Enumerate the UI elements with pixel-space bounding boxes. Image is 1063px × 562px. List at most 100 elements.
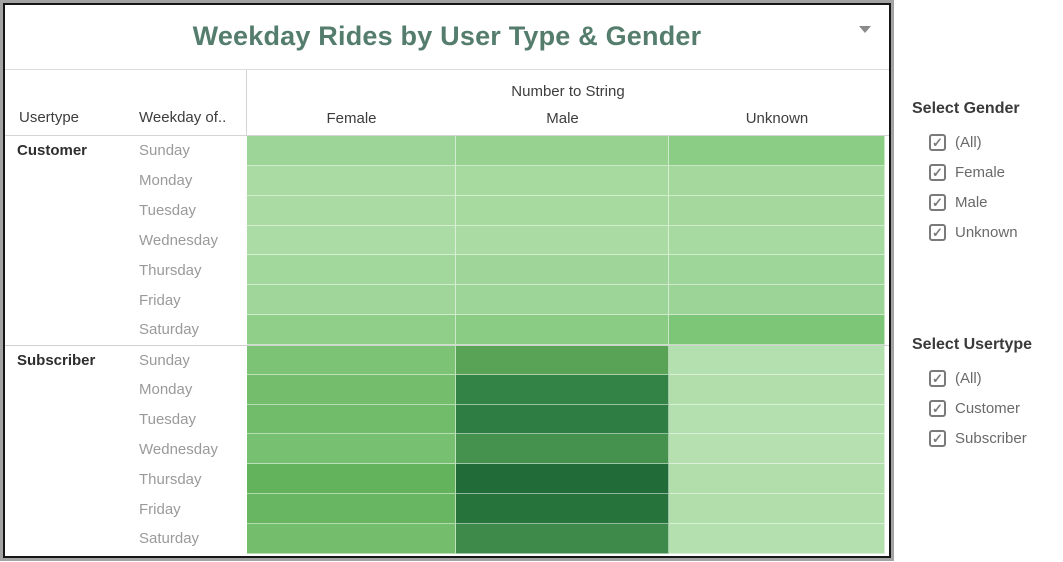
table-row-subscriber-wednesday: Wednesday: [5, 434, 889, 465]
heatmap-cell-customer-thursday-unknown[interactable]: [669, 255, 885, 286]
column-header-male: Male: [546, 110, 579, 127]
checkbox-option-usertype-customer[interactable]: ✓ Customer: [912, 393, 1062, 423]
heatmap-cell-subscriber-wednesday-male[interactable]: [456, 434, 669, 465]
weekday-label: Tuesday: [129, 195, 247, 226]
checkbox-icon[interactable]: ✓: [929, 163, 946, 181]
heatmap-cell-customer-sunday-unknown[interactable]: [669, 136, 885, 166]
heatmap-cell-subscriber-friday-unknown[interactable]: [669, 494, 885, 524]
heatmap-cell-customer-tuesday-male[interactable]: [456, 195, 669, 226]
checkbox-icon[interactable]: ✓: [929, 399, 946, 417]
weekday-label: Tuesday: [129, 404, 247, 435]
weekday-label: Saturday: [129, 315, 247, 345]
heatmap-cell-subscriber-tuesday-male[interactable]: [456, 404, 669, 435]
heatmap-cell-subscriber-saturday-unknown[interactable]: [669, 523, 885, 554]
heatmap-cell-subscriber-monday-male[interactable]: [456, 374, 669, 405]
usertype-group-label: [5, 523, 129, 554]
heatmap-cell-subscriber-saturday-male[interactable]: [456, 523, 669, 554]
weekday-label: Sunday: [129, 345, 247, 375]
heatmap-cell-subscriber-wednesday-unknown[interactable]: [669, 434, 885, 465]
heatmap-cell-subscriber-monday-unknown[interactable]: [669, 374, 885, 405]
chart-title: Weekday Rides by User Type & Gender: [192, 21, 702, 51]
heatmap-cell-customer-monday-unknown[interactable]: [669, 165, 885, 196]
heatmap-cell-customer-tuesday-unknown[interactable]: [669, 195, 885, 226]
weekday-label: Monday: [129, 374, 247, 405]
heatmap-cell-customer-thursday-female[interactable]: [247, 255, 456, 286]
checkbox-label: Female: [955, 163, 1006, 181]
table-row-customer-wednesday: Wednesday: [5, 225, 889, 256]
weekday-label: Wednesday: [129, 225, 247, 256]
checkbox-label: Unknown: [955, 223, 1018, 241]
table-row-customer-monday: Monday: [5, 165, 889, 196]
heatmap-cell-customer-friday-female[interactable]: [247, 285, 456, 316]
checkbox-icon[interactable]: ✓: [929, 223, 946, 241]
heatmap-cell-subscriber-sunday-male[interactable]: [456, 345, 669, 375]
usertype-group-label: [5, 285, 129, 316]
table-row-customer-thursday: Thursday: [5, 255, 889, 286]
checkbox-icon[interactable]: ✓: [929, 133, 946, 151]
usertype-group-label: Customer: [5, 136, 129, 166]
heatmap-cell-customer-monday-male[interactable]: [456, 165, 669, 196]
checkbox-icon[interactable]: ✓: [929, 369, 946, 387]
usertype-group-label: [5, 464, 129, 495]
heatmap-cell-customer-saturday-unknown[interactable]: [669, 315, 885, 345]
checkbox-option-usertype-all[interactable]: ✓ (All): [912, 363, 1062, 393]
checkbox-option-gender-all[interactable]: ✓ (All): [912, 127, 1062, 157]
filter-gender: Select Gender ✓ (All) ✓ Female ✓ Male ✓ Unknown: [912, 100, 1062, 247]
usertype-group-label: [5, 494, 129, 524]
filter-panel: Select Gender ✓ (All) ✓ Female ✓ Male ✓ Unknown S…: [912, 0, 1062, 562]
heatmap-cell-customer-friday-unknown[interactable]: [669, 285, 885, 316]
heatmap-cell-customer-sunday-female[interactable]: [247, 136, 456, 166]
table-row-customer-tuesday: Tuesday: [5, 195, 889, 226]
heatmap-cell-subscriber-thursday-unknown[interactable]: [669, 464, 885, 495]
table-row-subscriber-tuesday: Tuesday: [5, 404, 889, 435]
heatmap-cell-subscriber-sunday-female[interactable]: [247, 345, 456, 375]
column-header-unknown: Unknown: [745, 110, 809, 127]
gender-column-headers: Female Male Unknown: [247, 102, 889, 135]
checkbox-icon[interactable]: ✓: [929, 193, 946, 211]
row-header-labels: Usertype Weekday of..: [5, 70, 247, 135]
heatmap-cell-subscriber-thursday-female[interactable]: [247, 464, 456, 495]
weekday-label: Friday: [129, 494, 247, 524]
table-row-customer-friday: Friday: [5, 285, 889, 316]
heatmap-cell-subscriber-friday-female[interactable]: [247, 494, 456, 524]
heatmap-cell-subscriber-tuesday-unknown[interactable]: [669, 404, 885, 435]
dropdown-caret-icon[interactable]: [859, 26, 871, 33]
heatmap-cell-customer-thursday-male[interactable]: [456, 255, 669, 286]
checkbox-label: (All): [955, 369, 982, 387]
heatmap-cell-customer-monday-female[interactable]: [247, 165, 456, 196]
checkbox-option-gender-unknown[interactable]: ✓ Unknown: [912, 217, 1062, 247]
measure-group-header: Number to String: [511, 83, 625, 100]
heatmap-cell-customer-saturday-female[interactable]: [247, 315, 456, 345]
heatmap-cell-customer-friday-male[interactable]: [456, 285, 669, 316]
heatmap-cell-customer-tuesday-female[interactable]: [247, 195, 456, 226]
heatmap-body: Customer Sunday Monday Tuesday Wednesday Thur…: [5, 136, 889, 555]
heatmap-cell-subscriber-sunday-unknown[interactable]: [669, 345, 885, 375]
heatmap-cell-customer-wednesday-female[interactable]: [247, 225, 456, 256]
heatmap-cell-customer-saturday-male[interactable]: [456, 315, 669, 345]
checkbox-label: (All): [955, 133, 982, 151]
heatmap-cell-customer-wednesday-male[interactable]: [456, 225, 669, 256]
heatmap-cell-customer-sunday-male[interactable]: [456, 136, 669, 166]
heatmap-cell-subscriber-saturday-female[interactable]: [247, 523, 456, 554]
heatmap-cell-subscriber-friday-male[interactable]: [456, 494, 669, 524]
heatmap-cell-subscriber-tuesday-female[interactable]: [247, 404, 456, 435]
dashboard-window-inner: Weekday Rides by User Type & Gender User…: [3, 3, 891, 558]
filter-usertype-title: Select Usertype: [912, 336, 1033, 353]
checkbox-icon[interactable]: ✓: [929, 429, 946, 447]
measure-header-area: Number to String Female Male Unknown: [247, 70, 889, 135]
usertype-group-label: [5, 225, 129, 256]
usertype-group-label: [5, 255, 129, 286]
heatmap-cell-subscriber-wednesday-female[interactable]: [247, 434, 456, 465]
table-row-subscriber-monday: Monday: [5, 374, 889, 405]
checkbox-option-usertype-subscriber[interactable]: ✓ Subscriber: [912, 423, 1062, 453]
checkbox-option-gender-male[interactable]: ✓ Male: [912, 187, 1062, 217]
table-row-subscriber-sunday: Subscriber Sunday: [5, 344, 889, 375]
weekday-label: Saturday: [129, 523, 247, 554]
weekday-label: Thursday: [129, 255, 247, 286]
checkbox-option-gender-female[interactable]: ✓ Female: [912, 157, 1062, 187]
heatmap-cell-subscriber-monday-female[interactable]: [247, 374, 456, 405]
heatmap-cell-subscriber-thursday-male[interactable]: [456, 464, 669, 495]
heatmap-cell-customer-wednesday-unknown[interactable]: [669, 225, 885, 256]
weekday-label: Thursday: [129, 464, 247, 495]
